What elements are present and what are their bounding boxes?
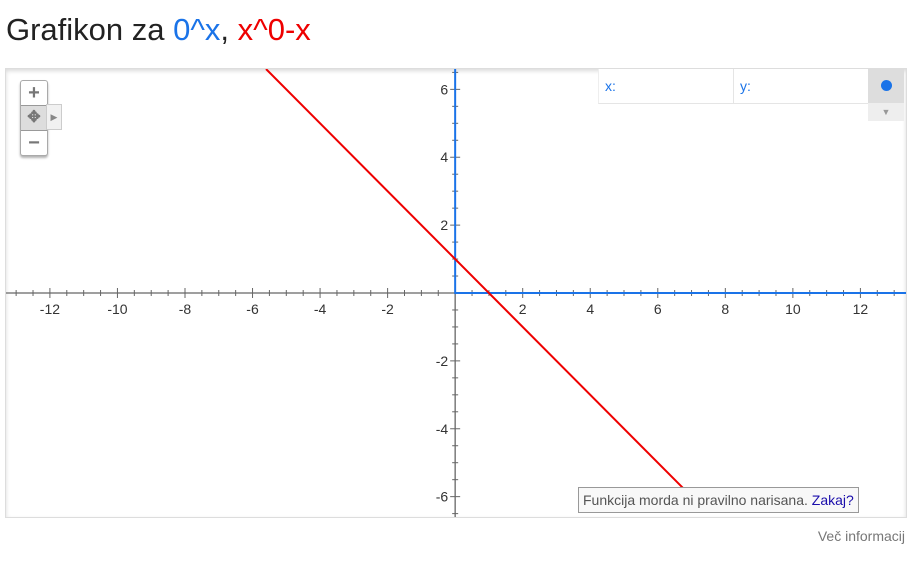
x-tick-label: -10	[107, 301, 127, 317]
zoom-control: + ✥ −	[20, 80, 48, 156]
x-tick-label: 6	[654, 301, 662, 317]
y-tick-label: -6	[436, 489, 449, 505]
function-color-button[interactable]	[868, 69, 904, 103]
series-line-2	[265, 68, 686, 491]
x-tick-label: 4	[586, 301, 594, 317]
y-tick-label: -2	[436, 353, 449, 369]
y-tick-label: 4	[440, 149, 448, 165]
title-function-2: x^0-x	[237, 12, 311, 47]
x-tick-label: 10	[785, 301, 801, 317]
warning-box: Funkcija morda ni pravilno narisana. Zak…	[578, 487, 859, 513]
x-tick-label: -4	[314, 301, 327, 317]
series-line-1	[454, 69, 906, 294]
pan-icon[interactable]: ✥	[21, 105, 47, 131]
x-tick-label: -2	[381, 301, 394, 317]
y-tick-label: 6	[440, 81, 448, 97]
more-info-link[interactable]: Več informacij	[817, 528, 905, 544]
zoom-out-button[interactable]: −	[28, 132, 40, 154]
dot-icon	[881, 80, 892, 91]
y-coordinate[interactable]: y:	[734, 69, 869, 103]
graph-area[interactable]: -12 -10 -8 -6 -4 -2 2 4 6 8 10 12 -6 -4 -2 2 4 6	[5, 68, 907, 518]
y-tick-label: -4	[436, 421, 449, 437]
x-tick-label: 12	[853, 301, 869, 317]
page-title: Grafikon za 0^x, x^0-x	[6, 12, 311, 48]
title-function-1: 0^x	[173, 12, 221, 47]
y-tick-label: 2	[440, 217, 448, 233]
warning-text: Funkcija morda ni pravilno narisana.	[583, 492, 812, 508]
coordinate-readout: x: y:	[598, 69, 869, 104]
zoom-in-button[interactable]: +	[28, 82, 40, 104]
x-tick-label: -6	[246, 301, 259, 317]
function-dropdown-button[interactable]: ▼	[868, 103, 904, 121]
x-tick-label: -8	[179, 301, 192, 317]
pan-expand-button[interactable]: ▶	[46, 104, 62, 130]
x-tick-label: 2	[519, 301, 527, 317]
x-tick-label: -12	[40, 301, 60, 317]
x-coordinate[interactable]: x:	[599, 69, 734, 103]
graph-svg: -12 -10 -8 -6 -4 -2 2 4 6 8 10 12 -6 -4 -2 2 4 6	[6, 68, 906, 517]
title-separator: ,	[220, 12, 238, 47]
why-link[interactable]: Zakaj?	[811, 492, 854, 508]
title-prefix: Grafikon za	[6, 12, 174, 47]
x-tick-label: 8	[721, 301, 729, 317]
